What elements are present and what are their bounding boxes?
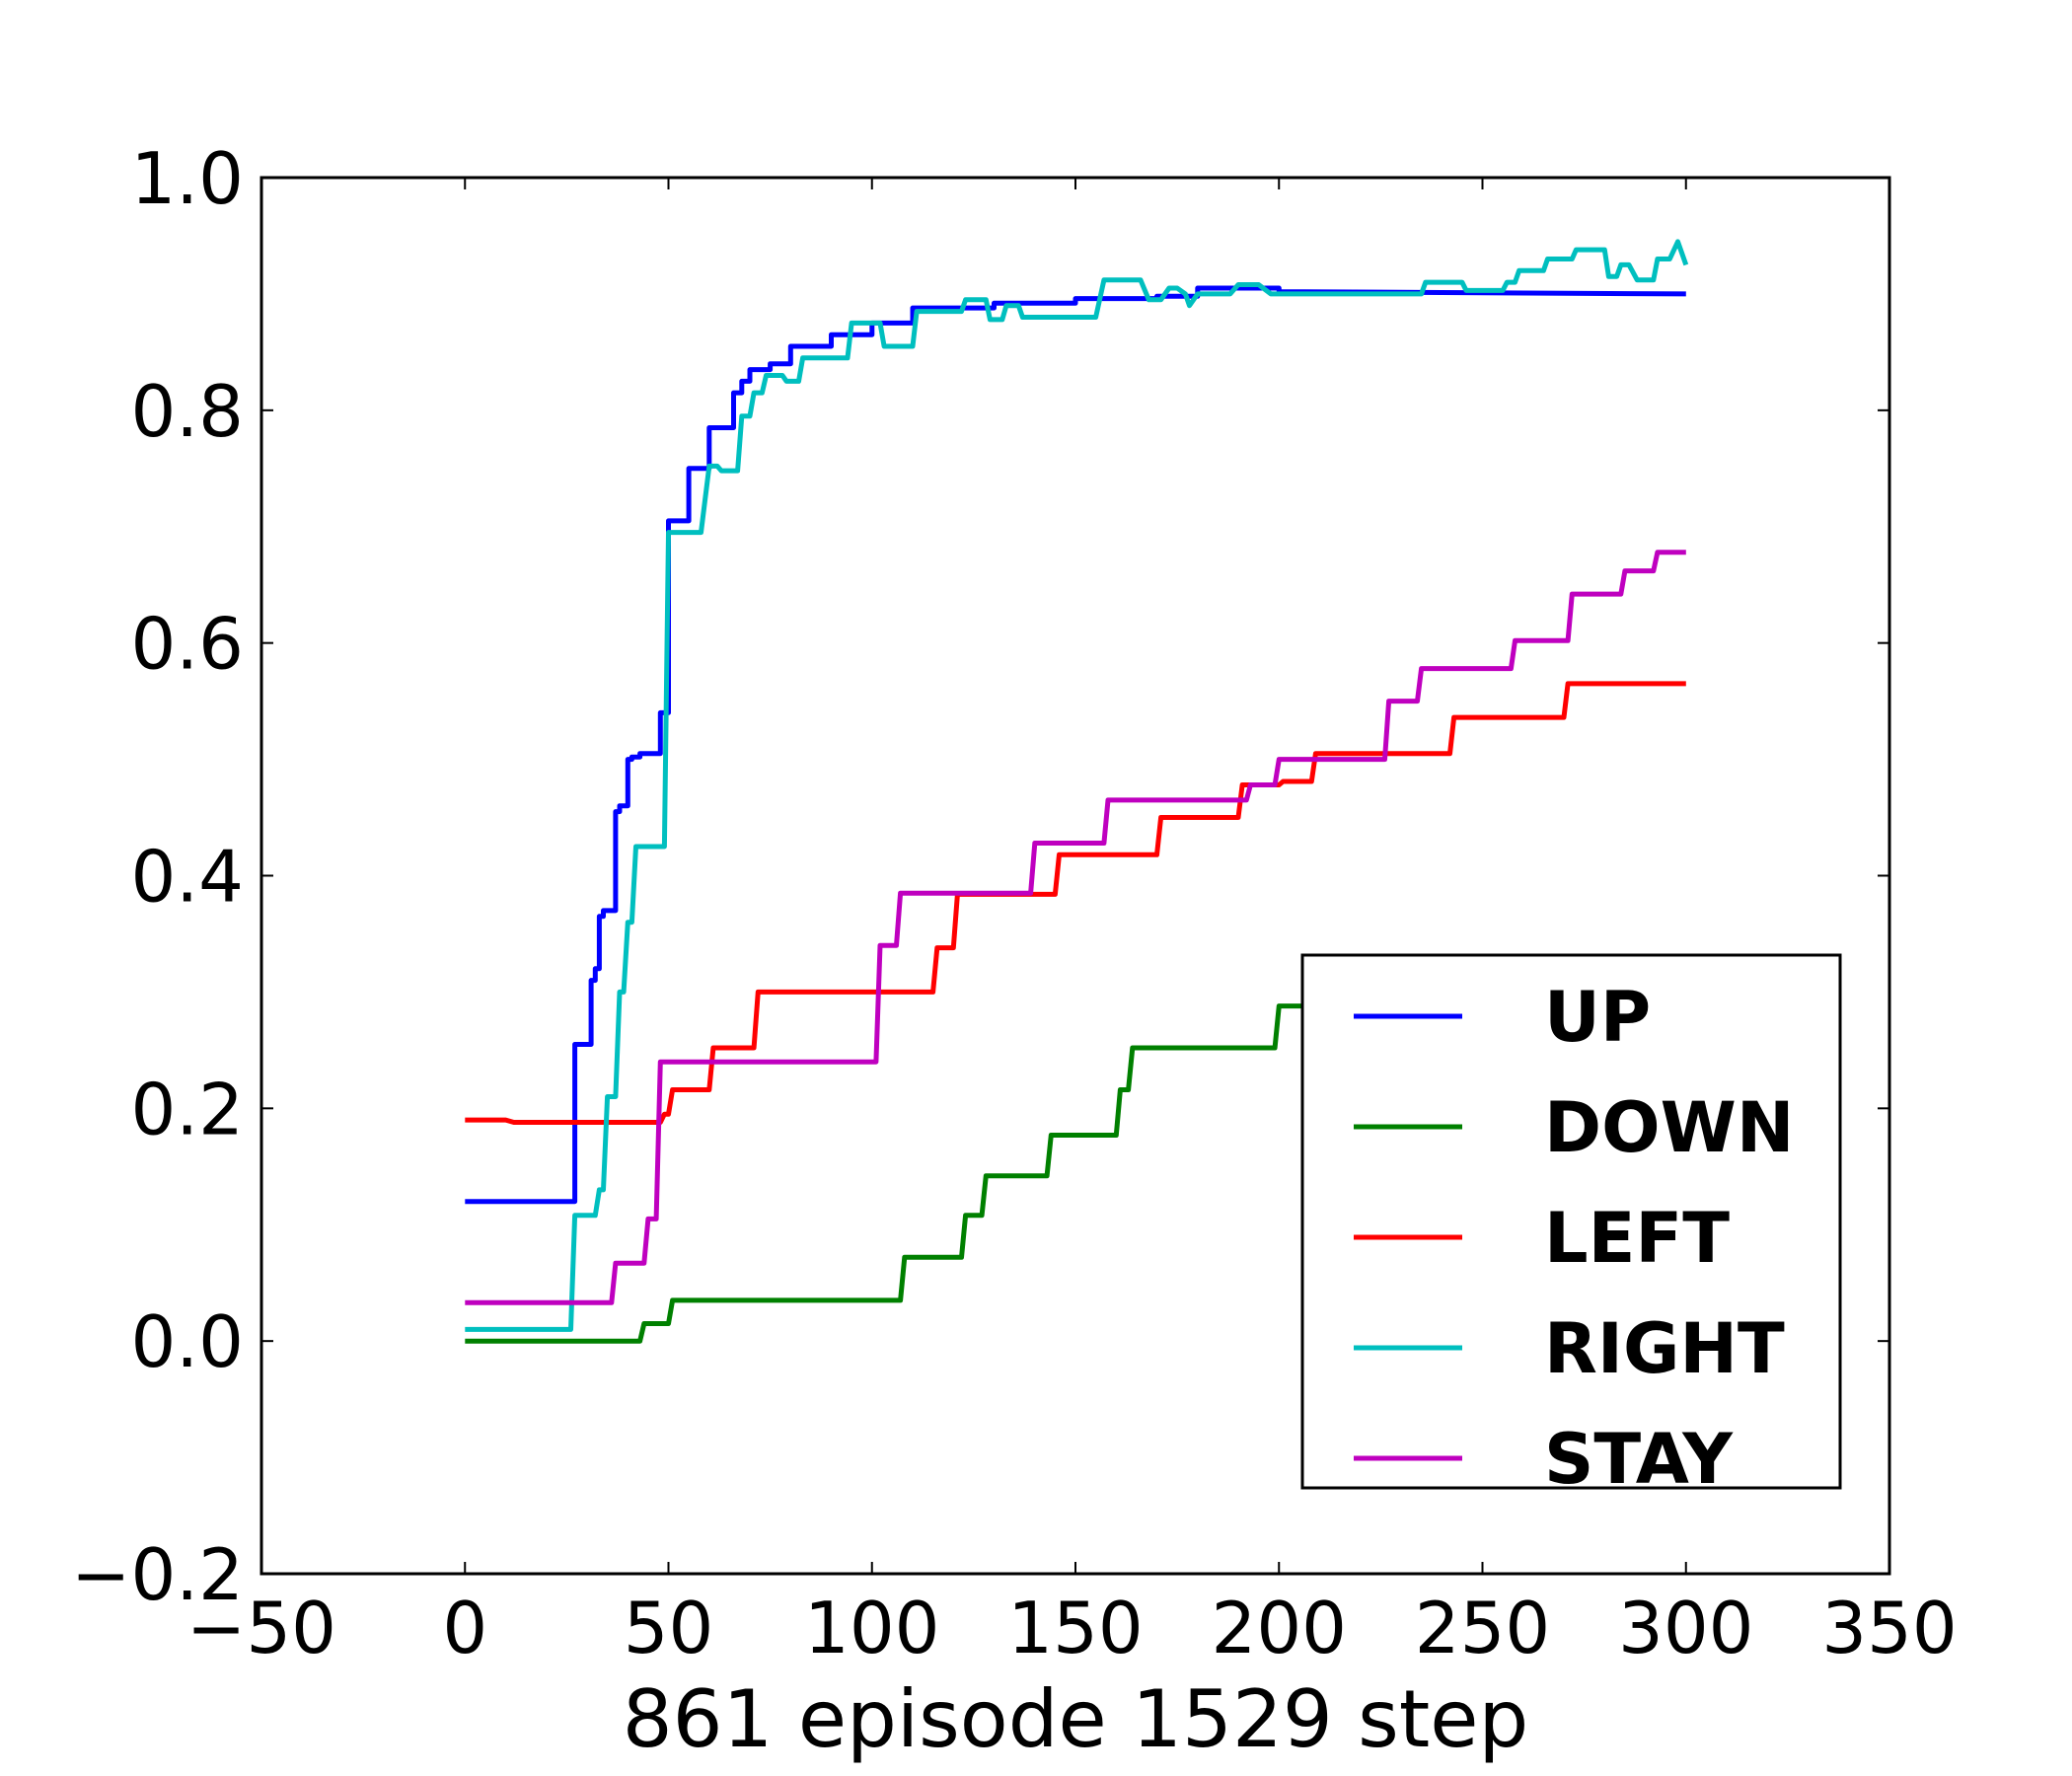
- x-tick-label: 150: [1007, 1587, 1143, 1669]
- tick-layer: −50 0 50 100 150 200 250 300 350 −0.2 0.0 0.2 0.4 0.6…: [71, 137, 1958, 1669]
- x-tick-label: −50: [186, 1587, 336, 1669]
- y-tick-label: 0.6: [130, 603, 244, 686]
- legend-box: [1300, 953, 1842, 1490]
- x-tick-label: 50: [624, 1587, 714, 1669]
- x-tick-label: 250: [1415, 1587, 1550, 1669]
- series-line-stay: [465, 550, 1686, 1305]
- y-tick-label: 0.8: [130, 370, 244, 453]
- series-line-down: [465, 956, 1686, 1344]
- x-tick-label: 350: [1821, 1587, 1957, 1669]
- series-line-up: [465, 285, 1686, 1205]
- legend-label-left: LEFT: [1544, 1198, 1730, 1279]
- series-line-right: [465, 239, 1689, 1332]
- y-tick-label: 0.4: [130, 836, 244, 919]
- y-tick-label: −0.2: [71, 1533, 244, 1616]
- x-tick-label: 0: [442, 1587, 487, 1669]
- legend-label-down: DOWN: [1544, 1087, 1794, 1168]
- legend-label-up: UP: [1544, 977, 1651, 1058]
- y-tick-label: 1.0: [130, 137, 244, 220]
- legend-label-stay: STAY: [1544, 1419, 1734, 1500]
- legend-label-right: RIGHT: [1544, 1308, 1785, 1389]
- x-tick-label: 200: [1212, 1587, 1347, 1669]
- plot-area-frame: [259, 176, 1891, 1576]
- y-tick-label: 0.0: [130, 1300, 244, 1383]
- x-tick-label: 100: [804, 1587, 939, 1669]
- x-tick-label: 300: [1618, 1587, 1753, 1669]
- legend: UP DOWN LEFT RIGHT STAY: [1300, 953, 1842, 1500]
- y-tick-label: 0.2: [130, 1068, 244, 1150]
- x-axis-title: 861 episode 1529 step: [623, 1673, 1528, 1765]
- series-layer: [465, 239, 1689, 1344]
